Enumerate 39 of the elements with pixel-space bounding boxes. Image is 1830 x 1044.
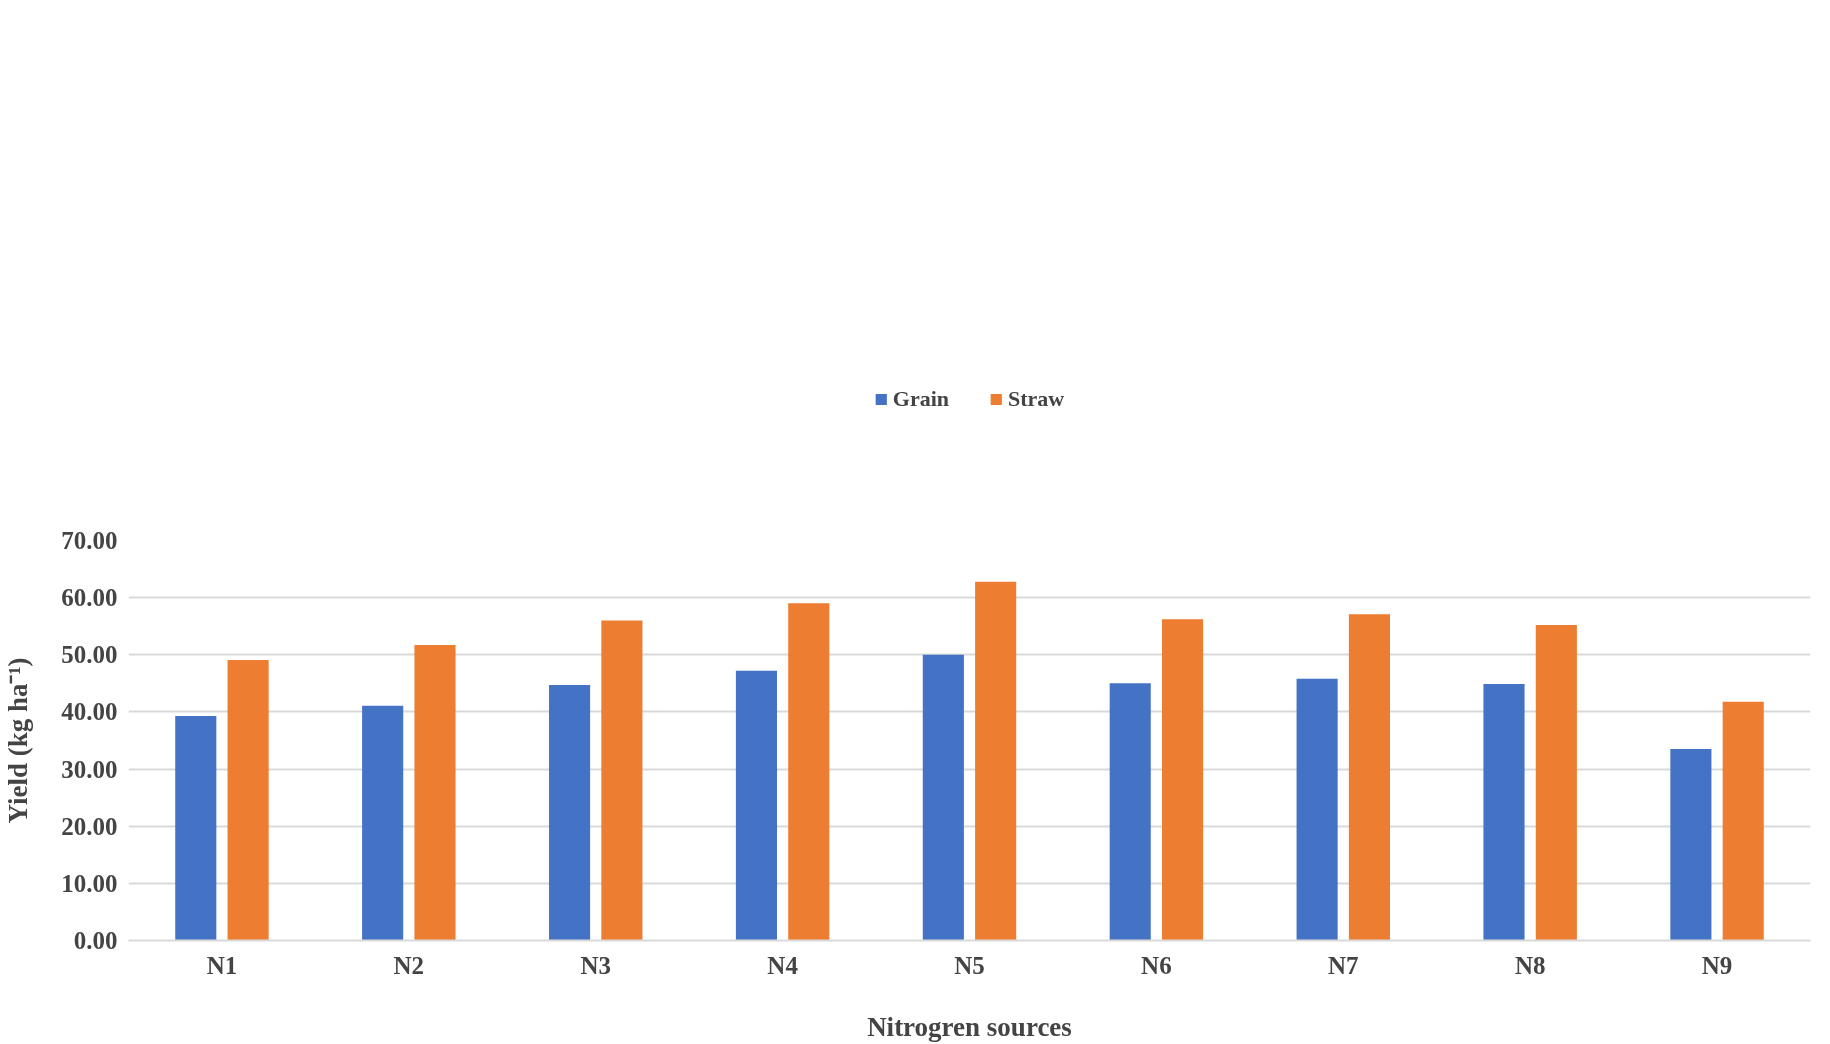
x-tick-label: N7 <box>1328 951 1359 979</box>
bar <box>175 715 217 941</box>
bar <box>362 705 404 941</box>
bar <box>1348 614 1390 941</box>
bar <box>1109 683 1151 941</box>
bar <box>1535 625 1577 941</box>
bar <box>1722 701 1764 941</box>
y-tick-label: 50.00 <box>61 641 118 669</box>
y-axis-title: Yield (kg ha⁻¹) <box>3 657 34 824</box>
legend-label: Grain <box>892 385 950 412</box>
x-tick-label: N5 <box>954 951 985 979</box>
bar <box>922 654 964 941</box>
x-tick-label: N1 <box>206 951 238 979</box>
y-tick-label: 0.00 <box>73 927 118 954</box>
y-tick-label: 70.00 <box>61 527 118 554</box>
y-tick-label: 40.00 <box>61 698 118 726</box>
x-tick-label: N6 <box>1141 951 1172 979</box>
x-tick-label: N2 <box>393 951 425 979</box>
y-tick-label: 60.00 <box>61 584 118 612</box>
legend-label: Straw <box>1008 385 1065 412</box>
x-tick-label: N3 <box>580 951 612 979</box>
bar <box>975 581 1017 941</box>
y-tick-label: 30.00 <box>61 755 118 783</box>
bar <box>1670 749 1712 941</box>
bar <box>227 659 269 941</box>
bar <box>1162 619 1204 941</box>
bar <box>1296 678 1338 941</box>
y-tick-label: 20.00 <box>61 812 118 840</box>
x-axis-title: Nitrogren sources <box>867 1011 1072 1042</box>
x-tick-label: N9 <box>1701 951 1733 979</box>
x-tick-label: N4 <box>767 951 799 979</box>
bar <box>735 670 777 941</box>
bar <box>788 603 830 941</box>
bar <box>601 620 643 941</box>
bar <box>414 645 456 941</box>
x-tick-label: N8 <box>1514 951 1546 979</box>
bar <box>549 685 591 941</box>
y-tick-label: 10.00 <box>61 869 118 897</box>
bar <box>1483 683 1525 941</box>
